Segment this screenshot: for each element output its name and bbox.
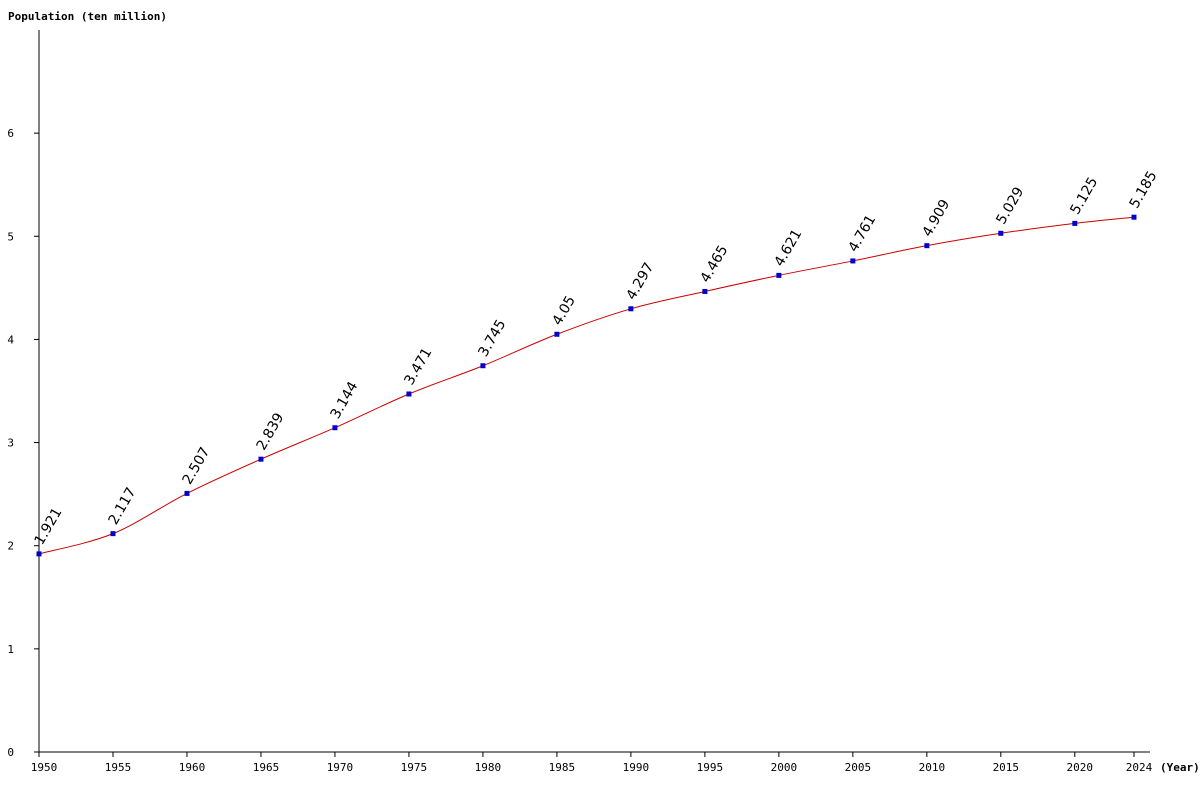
x-tick-label: 1990 bbox=[623, 761, 650, 774]
data-point-marker bbox=[184, 490, 190, 496]
x-tick-label: 2015 bbox=[993, 761, 1020, 774]
y-tick-label: 2 bbox=[7, 540, 14, 553]
data-point-marker bbox=[924, 243, 930, 249]
data-value-label: 3.471 bbox=[402, 345, 436, 388]
x-tick-label: 1965 bbox=[253, 761, 280, 774]
data-point-marker bbox=[258, 456, 264, 462]
x-tick-label: 1975 bbox=[401, 761, 428, 774]
data-point-marker bbox=[628, 306, 634, 312]
data-value-label: 5.029 bbox=[993, 185, 1027, 228]
data-value-label: 5.185 bbox=[1127, 168, 1161, 211]
y-tick-label: 4 bbox=[7, 333, 14, 346]
data-value-label: 4.909 bbox=[919, 197, 953, 240]
data-point-marker bbox=[110, 531, 116, 537]
x-tick-label: 1980 bbox=[475, 761, 502, 774]
data-point-marker bbox=[850, 258, 856, 264]
data-point-marker bbox=[1131, 214, 1137, 220]
x-tick-label: 1970 bbox=[327, 761, 354, 774]
data-value-label: 3.144 bbox=[328, 379, 362, 422]
data-value-label: 2.117 bbox=[106, 485, 140, 528]
data-markers bbox=[36, 214, 1137, 557]
data-value-label: 3.745 bbox=[476, 317, 510, 360]
y-tick-label: 3 bbox=[7, 437, 14, 450]
data-value-label: 5.125 bbox=[1067, 175, 1101, 218]
x-tick-label: 2024 bbox=[1126, 761, 1153, 774]
x-tick-label: 1955 bbox=[105, 761, 132, 774]
x-tick-label: 1960 bbox=[179, 761, 206, 774]
y-tick-label: 6 bbox=[7, 127, 14, 140]
data-value-label: 2.507 bbox=[180, 445, 214, 488]
x-tick-label: 1950 bbox=[31, 761, 58, 774]
data-value-label: 4.761 bbox=[845, 212, 879, 255]
data-point-marker bbox=[406, 391, 412, 397]
data-point-marker bbox=[332, 425, 338, 431]
x-tick-label: 1995 bbox=[697, 761, 724, 774]
x-tick-label: 2010 bbox=[919, 761, 946, 774]
data-point-marker bbox=[1072, 220, 1078, 226]
y-tick-label: 1 bbox=[7, 643, 14, 656]
x-tick-label: 1985 bbox=[549, 761, 576, 774]
data-point-marker bbox=[998, 230, 1004, 236]
data-point-marker bbox=[702, 288, 708, 294]
data-value-label: 4.621 bbox=[771, 227, 805, 270]
x-ticks: 1950 1955 1960 1965 1970 1975 1980 1985 1990 1995… bbox=[31, 752, 1153, 774]
x-tick-label: 2005 bbox=[845, 761, 872, 774]
data-point-marker bbox=[480, 363, 486, 369]
data-point-marker bbox=[554, 331, 560, 337]
data-labels: 1.921 2.117 2.507 2.839 3.144 3.471 3.745 4.05 4… bbox=[32, 168, 1161, 547]
population-series-line bbox=[38, 216, 1135, 555]
y-axis-title: Population (ten million) bbox=[8, 10, 167, 23]
data-value-label: 2.839 bbox=[254, 410, 288, 453]
data-value-label: 4.465 bbox=[697, 243, 731, 286]
x-axis-title: (Year) bbox=[1160, 761, 1200, 774]
data-point-marker bbox=[776, 272, 782, 278]
data-point-marker bbox=[36, 551, 42, 557]
data-value-label: 4.297 bbox=[623, 260, 657, 303]
y-ticks: 0 1 2 3 4 5 6 bbox=[7, 127, 39, 759]
x-tick-label: 2020 bbox=[1067, 761, 1094, 774]
data-value-label: 1.921 bbox=[32, 505, 66, 548]
x-tick-label: 2000 bbox=[771, 761, 798, 774]
y-tick-label: 5 bbox=[7, 230, 14, 243]
data-value-label: 4.05 bbox=[550, 293, 579, 328]
y-tick-label: 0 bbox=[7, 746, 14, 759]
